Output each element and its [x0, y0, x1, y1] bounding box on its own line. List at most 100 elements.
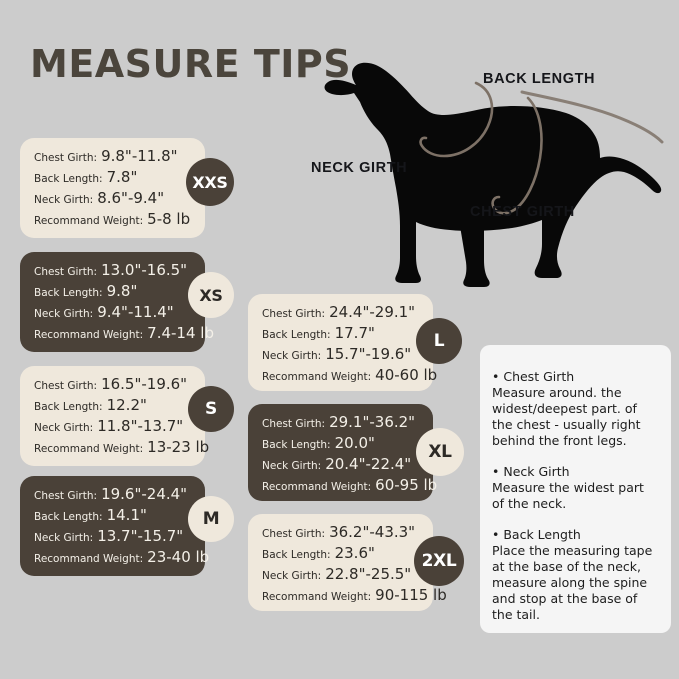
row-label: Recommand Weight: — [262, 591, 372, 603]
size-card-s[interactable]: Chest Girth: 16.5"-19.6" Back Length: 12… — [20, 366, 209, 466]
row-value: 9.4"-11.4" — [97, 303, 174, 321]
size-badge-xxs: XXS — [186, 158, 234, 206]
row-neck-girth: Neck Girth: 13.7"-15.7" — [34, 529, 183, 544]
row-label: Back Length: — [262, 549, 331, 561]
row-neck-girth: Neck Girth: 20.4"-22.4" — [262, 457, 411, 472]
size-card-rows: Chest Girth: 29.1"-36.2" Back Length: 20… — [262, 415, 437, 493]
row-recommand-weight: Recommand Weight: 60-95 lb — [262, 478, 437, 493]
row-chest-girth: Chest Girth: 36.2"-43.3" — [262, 525, 415, 540]
row-back-length: Back Length: 20.0" — [262, 436, 393, 451]
row-label: Recommand Weight: — [34, 443, 144, 455]
row-recommand-weight: Recommand Weight: 90-115 lb — [262, 588, 447, 603]
row-chest-girth: Chest Girth: 29.1"-36.2" — [262, 415, 415, 430]
instruction-back-length: • Back Length Place the measuring tape a… — [492, 527, 659, 623]
size-card-rows: Chest Girth: 36.2"-43.3" Back Length: 23… — [262, 525, 447, 603]
size-card-rows: Chest Girth: 13.0"-16.5" Back Length: 9.… — [34, 263, 214, 341]
row-label: Neck Girth: — [262, 350, 322, 362]
row-value: 60-95 lb — [375, 476, 438, 494]
size-badge-xs: XS — [188, 272, 234, 318]
row-value: 7.8" — [106, 168, 138, 186]
chest-girth-tape — [491, 96, 543, 215]
row-value: 40-60 lb — [375, 366, 438, 384]
neck-girth-tape — [419, 81, 494, 158]
instruction-chest-girth: • Chest Girth Measure around. the widest… — [492, 369, 659, 449]
row-label: Recommand Weight: — [34, 553, 144, 565]
instruction-heading: • Chest Girth — [492, 369, 575, 384]
size-card-xs[interactable]: Chest Girth: 13.0"-16.5" Back Length: 9.… — [20, 252, 214, 352]
size-card-rows: Chest Girth: 9.8"-11.8" Back Length: 7.8… — [34, 149, 190, 227]
row-value: 15.7"-19.6" — [325, 345, 412, 363]
callout-label-chest-girth: CHEST GIRTH — [470, 204, 575, 220]
row-label: Chest Girth: — [34, 266, 98, 278]
row-value: 11.8"-13.7" — [97, 417, 184, 435]
instruction-heading: • Back Length — [492, 527, 581, 542]
row-value: 12.2" — [106, 396, 147, 414]
row-value: 9.8" — [106, 282, 138, 300]
size-badge-l: L — [416, 318, 462, 364]
row-value: 13-23 lb — [147, 438, 210, 456]
row-neck-girth: Neck Girth: 8.6"-9.4" — [34, 191, 165, 206]
row-label: Back Length: — [34, 401, 103, 413]
row-recommand-weight: Recommand Weight: 40-60 lb — [262, 368, 437, 383]
row-label: Chest Girth: — [262, 418, 326, 430]
size-card-xl[interactable]: Chest Girth: 29.1"-36.2" Back Length: 20… — [248, 404, 437, 501]
row-label: Neck Girth: — [34, 422, 94, 434]
row-back-length: Back Length: 12.2" — [34, 398, 165, 413]
row-value: 22.8"-25.5" — [325, 565, 412, 583]
row-label: Neck Girth: — [34, 532, 94, 544]
size-card-xxs[interactable]: Chest Girth: 9.8"-11.8" Back Length: 7.8… — [20, 138, 205, 238]
row-value: 20.4"-22.4" — [325, 455, 412, 473]
size-card-2xl[interactable]: Chest Girth: 36.2"-43.3" Back Length: 23… — [248, 514, 447, 611]
row-value: 36.2"-43.3" — [329, 523, 416, 541]
row-label: Back Length: — [34, 173, 103, 185]
row-label: Back Length: — [262, 439, 331, 451]
instruction-body: Measure around. the widest/deepest part.… — [492, 385, 641, 448]
row-value: 23.6" — [334, 544, 375, 562]
row-value: 8.6"-9.4" — [97, 189, 165, 207]
row-back-length: Back Length: 23.6" — [262, 546, 393, 561]
callout-label-neck-girth: NECK GIRTH — [311, 160, 408, 176]
instruction-neck-girth: • Neck Girth Measure the widest part of … — [492, 464, 659, 512]
row-value: 5-8 lb — [147, 210, 191, 228]
row-recommand-weight: Recommand Weight: 5-8 lb — [34, 212, 190, 227]
row-chest-girth: Chest Girth: 19.6"-24.4" — [34, 487, 187, 502]
row-neck-girth: Neck Girth: 15.7"-19.6" — [262, 347, 411, 362]
row-back-length: Back Length: 17.7" — [262, 326, 393, 341]
dog-body-shape — [324, 62, 662, 287]
row-recommand-weight: Recommand Weight: 13-23 lb — [34, 440, 209, 455]
row-neck-girth: Neck Girth: 9.4"-11.4" — [34, 305, 174, 320]
row-recommand-weight: Recommand Weight: 7.4-14 lb — [34, 326, 214, 341]
row-back-length: Back Length: 9.8" — [34, 284, 165, 299]
measuring-instructions-panel: • Chest Girth Measure around. the widest… — [480, 345, 671, 633]
size-card-l[interactable]: Chest Girth: 24.4"-29.1" Back Length: 17… — [248, 294, 437, 391]
size-badge-xl: XL — [416, 428, 464, 476]
row-value: 20.0" — [334, 434, 375, 452]
row-value: 9.8"-11.8" — [101, 147, 178, 165]
row-value: 14.1" — [106, 506, 147, 524]
callout-label-back-length: BACK LENGTH — [483, 71, 596, 87]
row-neck-girth: Neck Girth: 22.8"-25.5" — [262, 567, 411, 582]
size-badge-2xl: 2XL — [414, 536, 464, 586]
measuring-tape-lines — [419, 81, 664, 215]
row-back-length: Back Length: 14.1" — [34, 508, 165, 523]
row-label: Back Length: — [262, 329, 331, 341]
row-label: Back Length: — [34, 287, 103, 299]
row-chest-girth: Chest Girth: 9.8"-11.8" — [34, 149, 178, 164]
row-label: Chest Girth: — [262, 308, 326, 320]
row-value: 13.7"-15.7" — [97, 527, 184, 545]
size-card-rows: Chest Girth: 16.5"-19.6" Back Length: 12… — [34, 377, 209, 455]
row-label: Neck Girth: — [262, 460, 322, 472]
page-title: MEASURE TIPS — [30, 42, 352, 86]
size-badge-m: M — [188, 496, 234, 542]
row-value: 19.6"-24.4" — [101, 485, 188, 503]
row-label: Recommand Weight: — [34, 329, 144, 341]
size-card-m[interactable]: Chest Girth: 19.6"-24.4" Back Length: 14… — [20, 476, 209, 576]
row-label: Recommand Weight: — [262, 371, 372, 383]
row-back-length: Back Length: 7.8" — [34, 170, 165, 185]
row-label: Back Length: — [34, 511, 103, 523]
row-label: Neck Girth: — [262, 570, 322, 582]
row-value: 29.1"-36.2" — [329, 413, 416, 431]
row-value: 90-115 lb — [375, 586, 447, 604]
row-value: 7.4-14 lb — [147, 324, 214, 342]
